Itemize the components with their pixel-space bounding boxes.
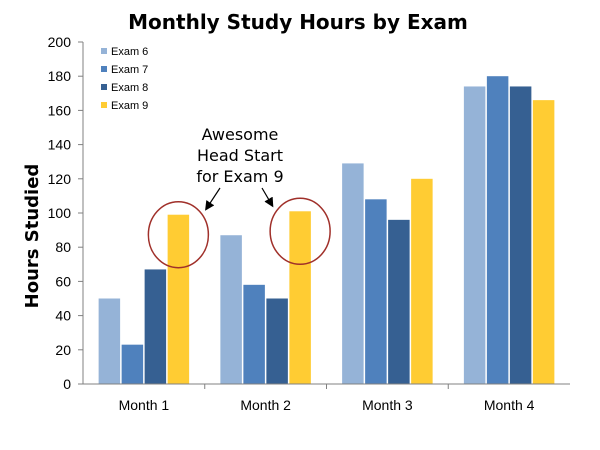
x-tick-label: Month 2 [240, 397, 291, 413]
legend-swatch [101, 48, 107, 54]
bars [98, 76, 555, 385]
y-tick-label: 160 [48, 102, 72, 118]
bar-exam-7-month-3 [365, 199, 387, 384]
y-tick-label: 0 [63, 376, 71, 392]
annotation-text-line: Awesome [202, 125, 279, 144]
y-tick-label: 20 [55, 342, 71, 358]
bar-exam-8-month-3 [388, 219, 410, 384]
y-tick-label: 40 [55, 308, 71, 324]
y-tick-label: 200 [48, 34, 72, 50]
bar-exam-8-month-2 [266, 298, 288, 384]
y-tick-label: 140 [48, 137, 72, 153]
y-tick-label: 60 [55, 273, 71, 289]
legend: Exam 6 Exam 7 Exam 8 Exam 9 [101, 46, 148, 112]
annotation-arrow [205, 187, 221, 211]
y-axis-ticks: 0 20 40 60 80 100 120 140 160 180 200 [48, 34, 83, 392]
x-axis-ticks: Month 1 Month 2 Month 3 Month 4 [119, 384, 535, 413]
x-tick-label: Month 4 [484, 397, 535, 413]
bar-exam-9-month-2 [289, 211, 311, 384]
legend-swatch [101, 66, 107, 72]
y-axis-label: Hours Studied [22, 164, 43, 309]
bar-exam-7-month-4 [486, 76, 509, 384]
legend-label: Exam 9 [111, 100, 148, 112]
highlight-circle [147, 200, 210, 269]
legend-swatch [101, 102, 107, 108]
bar-exam-6-month-2 [220, 235, 242, 384]
bar-exam-7-month-1 [121, 344, 144, 384]
y-tick-label: 80 [55, 239, 71, 255]
legend-label: Exam 8 [111, 82, 148, 94]
bar-exam-8-month-1 [144, 269, 167, 384]
y-tick-label: 120 [48, 171, 72, 187]
x-tick-label: Month 1 [119, 397, 170, 413]
annotation-text-line: Head Start [197, 146, 283, 165]
bar-exam-6-month-1 [98, 298, 121, 384]
legend-swatch [101, 84, 107, 90]
bar-exam-6-month-3 [342, 163, 364, 384]
highlight-circle [269, 197, 331, 266]
chart-title: Monthly Study Hours by Exam [128, 10, 468, 34]
annotation: Awesome Head Start for Exam 9 [147, 125, 331, 269]
y-tick-label: 100 [48, 205, 72, 221]
bar-exam-9-month-3 [411, 178, 433, 384]
bar-exam-9-month-1 [167, 214, 190, 384]
legend-label: Exam 6 [111, 46, 148, 58]
bar-exam-8-month-4 [509, 86, 532, 385]
legend-label: Exam 7 [111, 64, 148, 76]
bar-exam-6-month-4 [463, 86, 486, 385]
x-tick-label: Month 3 [362, 397, 413, 413]
bar-exam-9-month-4 [532, 100, 555, 384]
annotation-text-line: for Exam 9 [196, 167, 283, 186]
y-tick-label: 180 [48, 68, 72, 84]
annotation-arrow [261, 187, 274, 208]
bar-exam-7-month-2 [243, 284, 265, 384]
